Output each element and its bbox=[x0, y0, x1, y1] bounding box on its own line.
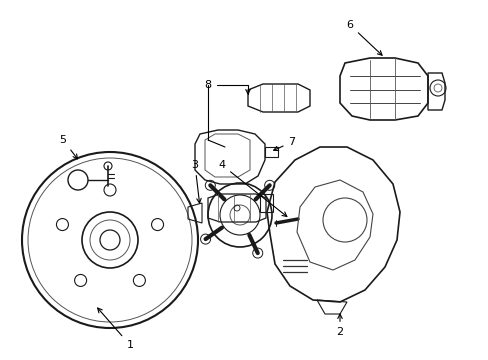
Text: 6: 6 bbox=[346, 20, 381, 55]
Text: 3: 3 bbox=[191, 160, 201, 203]
Text: 2: 2 bbox=[336, 314, 343, 337]
Text: 5: 5 bbox=[60, 135, 78, 159]
Text: 1: 1 bbox=[98, 308, 133, 350]
Text: 4: 4 bbox=[218, 160, 286, 216]
Text: 7: 7 bbox=[273, 137, 295, 150]
Text: 8: 8 bbox=[204, 80, 250, 94]
